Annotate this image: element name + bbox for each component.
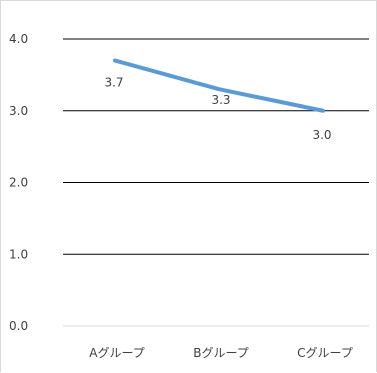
y-axis-tick-labels: 0.0 1.0 2.0 3.0 4.0 <box>9 32 28 333</box>
data-label: 3.7 <box>104 76 123 90</box>
y-tick-label: 0.0 <box>9 319 28 333</box>
x-tick-label: Cグループ <box>297 346 353 360</box>
x-axis-tick-labels: Aグループ Bグループ Cグループ <box>89 346 353 360</box>
y-tick-label: 4.0 <box>9 32 28 46</box>
x-tick-label: Bグループ <box>193 346 249 360</box>
y-tick-label: 2.0 <box>9 176 28 190</box>
y-tick-label: 3.0 <box>9 104 28 118</box>
data-labels: 3.7 3.3 3.0 <box>104 76 331 142</box>
x-tick-label: Aグループ <box>89 346 145 360</box>
data-label: 3.0 <box>312 128 331 142</box>
data-label: 3.3 <box>211 93 230 107</box>
y-tick-label: 1.0 <box>9 247 28 261</box>
